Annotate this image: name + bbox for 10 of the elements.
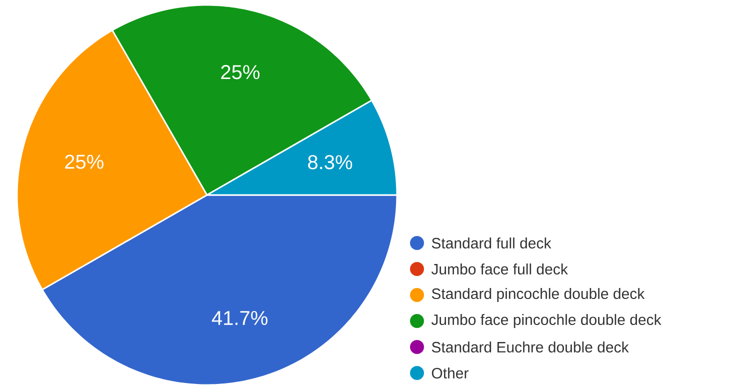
legend-label: Jumbo face pincochle double deck	[431, 314, 662, 328]
legend-label: Standard Euchre double deck	[432, 341, 629, 352]
legend-label: Standard pincochle double deck	[432, 288, 645, 302]
legend-label: Other	[432, 367, 468, 378]
data-label: 41.7%	[212, 311, 268, 326]
data-label: 25%	[221, 65, 260, 80]
data-label: 25%	[65, 154, 104, 169]
legend-label: Jumbo face full deck	[431, 263, 568, 274]
data-label: 8.3%	[308, 155, 352, 170]
legend-label: Standard full deck	[432, 237, 552, 248]
